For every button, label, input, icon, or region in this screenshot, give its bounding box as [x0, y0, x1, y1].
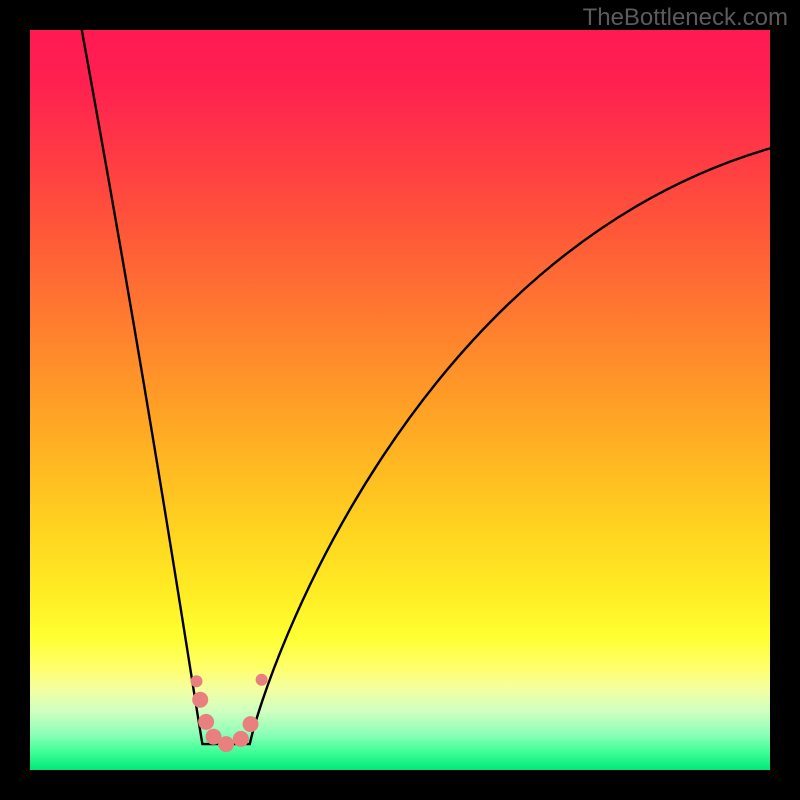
bottleneck-chart: [0, 0, 800, 800]
marker-dot: [243, 716, 259, 732]
watermark-text: TheBottleneck.com: [583, 4, 788, 32]
marker-dot: [191, 675, 203, 687]
marker-dot: [233, 731, 249, 747]
chart-container: { "watermark": { "text": "TheBottleneck.…: [0, 0, 800, 800]
marker-dot: [192, 692, 208, 708]
marker-dot: [218, 736, 234, 752]
marker-dot: [256, 674, 268, 686]
gradient-background: [30, 30, 770, 770]
marker-dot: [198, 714, 214, 730]
